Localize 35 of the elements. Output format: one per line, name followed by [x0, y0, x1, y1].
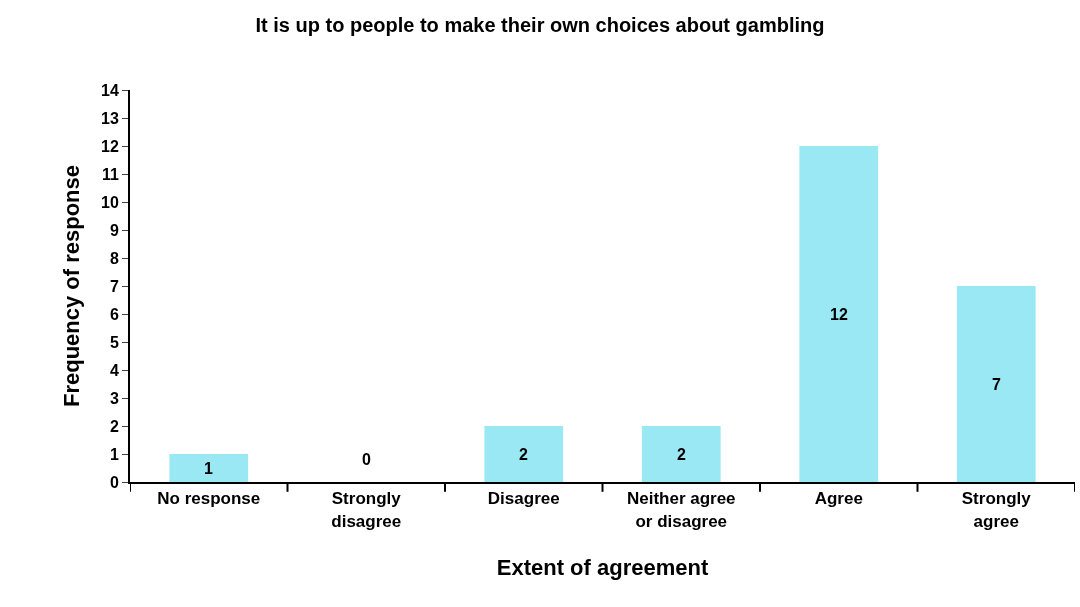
y-tick-label: 8: [109, 249, 119, 267]
data-label: 1: [204, 460, 213, 477]
y-tick-label: 12: [101, 137, 119, 155]
bar: [641, 426, 721, 482]
chart-title: It is up to people to make their own choices about gambling: [255, 14, 825, 37]
data-label: 2: [519, 446, 528, 463]
y-tick-label: 1: [109, 445, 119, 463]
x-tick-label: Agree: [814, 489, 863, 509]
y-tick-label: 9: [109, 221, 119, 239]
x-tick-label: No response: [157, 489, 261, 509]
x-tick-label: Strongly disagree: [331, 489, 402, 531]
x-tick-label: Neither agree or disagree: [626, 489, 736, 531]
bar: [169, 454, 249, 482]
data-label: 0: [362, 451, 371, 468]
y-tick-label: 14: [101, 81, 119, 99]
bar: [956, 286, 1036, 482]
x-tick-label: Strongly agree: [961, 489, 1032, 531]
y-axis-title: Frequency of response: [59, 164, 85, 408]
x-axis-title: Extent of agreement: [496, 554, 709, 580]
y-tick-label: 2: [109, 417, 119, 435]
y-tick-label: 5: [109, 333, 119, 351]
y-tick-label: 10: [101, 193, 119, 211]
y-tick-label: 3: [109, 389, 119, 407]
y-tick-label: 11: [101, 165, 119, 183]
y-tick-label: 13: [101, 109, 119, 127]
data-label: 12: [830, 306, 848, 323]
y-tick-label: 0: [109, 473, 119, 491]
data-label: 2: [677, 446, 686, 463]
y-tick-label: 7: [109, 277, 119, 295]
y-tick-label: 6: [109, 305, 119, 323]
y-tick-label: 4: [109, 361, 119, 379]
x-tick-label: Disagree: [487, 489, 560, 509]
data-label: 7: [992, 376, 1001, 393]
bar: [799, 146, 879, 482]
bar: [484, 426, 564, 482]
